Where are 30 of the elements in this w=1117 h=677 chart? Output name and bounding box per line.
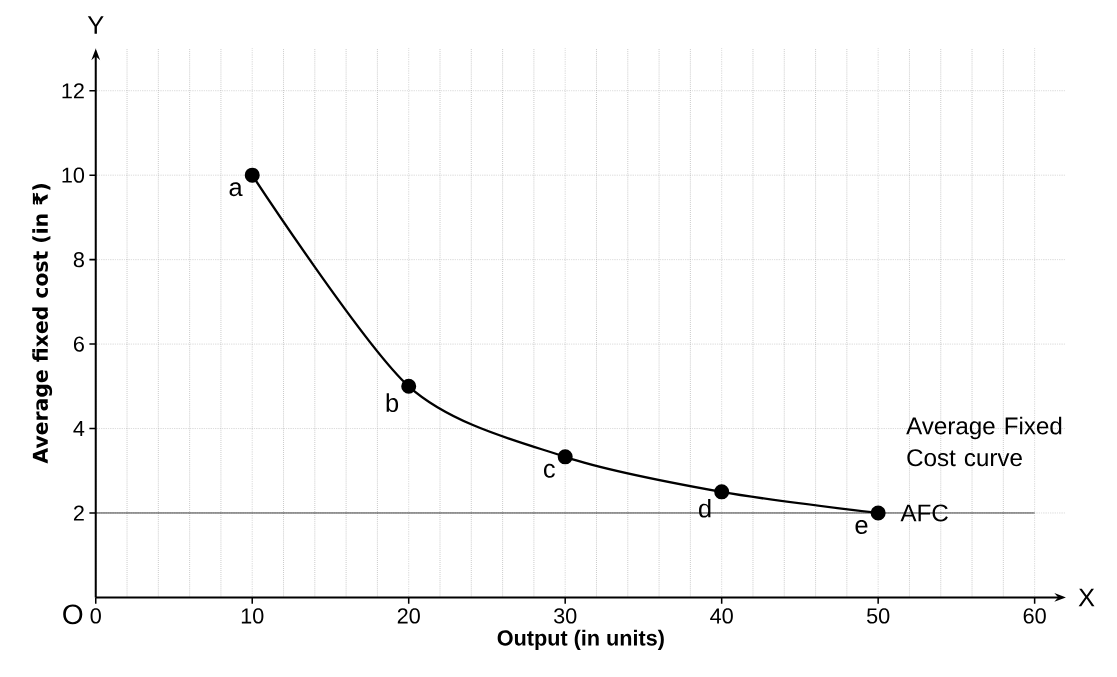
y-tick-label: 2 [73,505,84,521]
point [401,379,417,395]
y-tick-label: 8 [73,252,84,268]
point [244,167,260,183]
annotation: b [386,393,399,413]
text: O [63,604,83,625]
y-tick-label: 12 [62,83,84,99]
point [714,484,730,500]
annotation: d [699,499,711,518]
y-axis-title: Average fixed cost (in ₹) [32,184,53,464]
annotation: c [543,464,555,478]
y-tick-label: 10 [62,167,85,184]
text: Y [87,16,104,35]
x-tick-label: 10 [241,608,264,624]
text: X [1078,588,1095,607]
x-tick-label: 20 [397,608,420,624]
x-tick-label: 30 [553,608,577,624]
annotation: Average Fixed Cost curve [906,416,1062,467]
point [870,505,886,521]
x-tick-label: 0 [90,608,101,624]
y-tick-label: 6 [73,336,84,352]
x-tick-label: 60 [1023,608,1046,624]
annotation: a [229,182,243,197]
annotation: e [855,520,868,535]
x-tick-label: 40 [710,608,733,624]
point [557,449,573,465]
x-axis-title: Output (in units) [497,629,664,651]
series-label: AFC [900,504,948,522]
x-tick-label: 50 [866,608,890,624]
y-tick-label: 4 [73,421,85,437]
